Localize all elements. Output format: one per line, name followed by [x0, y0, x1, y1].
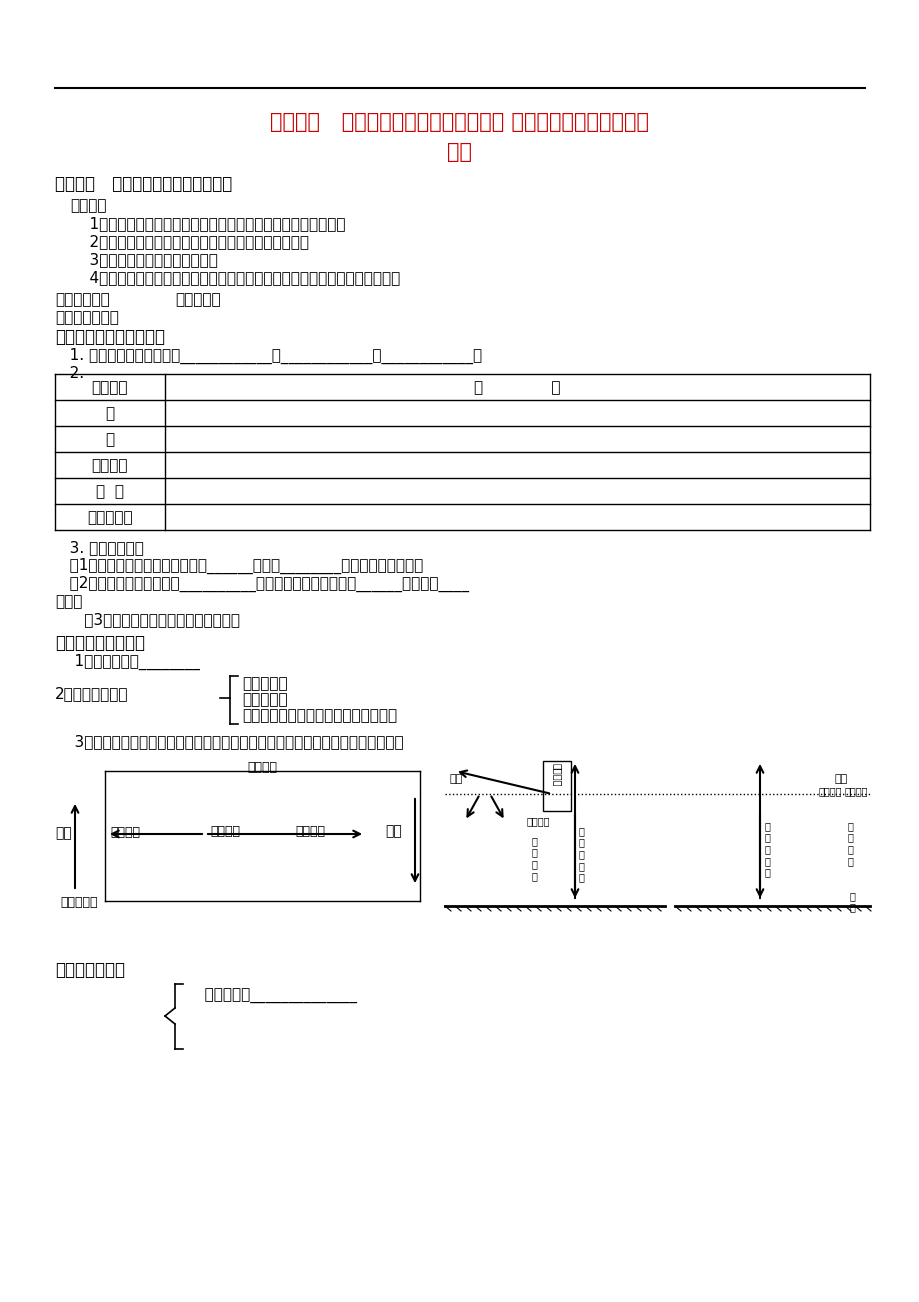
Text: 地面辐射: 地面辐射 [246, 760, 277, 773]
Text: 水汽和杂质: 水汽和杂质 [87, 510, 132, 525]
Text: 大气削弱: 大气削弱 [295, 825, 324, 838]
Text: 4、通过大气热力环流的基本原理解释城市热岛效应、海陆热力环流等现象。: 4、通过大气热力环流的基本原理解释城市热岛效应、海陆热力环流等现象。 [70, 270, 400, 285]
Text: 大气逆辐射：补偿地面辐射损失的热量: 大气逆辐射：补偿地面辐射损失的热量 [242, 708, 397, 723]
Text: 3、理解大气水平运动的成因。: 3、理解大气水平运动的成因。 [70, 253, 218, 267]
Text: 2、绘制简单示意图，理解大气热力环流的形成过程。: 2、绘制简单示意图，理解大气热力环流的形成过程。 [70, 234, 309, 249]
Text: 太阳辐射：: 太阳辐射： [242, 676, 288, 691]
Bar [542, 760, 571, 811]
Text: 地面吸收: 地面吸收 [527, 816, 550, 825]
Text: 反射: 反射 [449, 773, 463, 784]
Text: 大气的运动: 大气的运动 [175, 292, 221, 307]
Text: 地
面: 地 面 [848, 891, 854, 913]
Text: 大气成分: 大气成分 [92, 380, 128, 395]
Text: 大气上界: 大气上界 [818, 786, 841, 796]
Text: 作              用: 作 用 [473, 380, 561, 395]
Text: 学习目标: 学习目标 [70, 198, 107, 214]
Text: 大气逆辐射: 大气逆辐射 [60, 896, 97, 909]
Text: 第一课时   大气的受热过程及水平运动: 第一课时 大气的受热过程及水平运动 [55, 174, 232, 193]
Text: 为主。: 为主。 [55, 594, 83, 609]
Text: （1）对流层：气温随高度增加而______，空气________显著，天气现象复杂: （1）对流层：气温随高度增加而______，空气________显著，天气现象复… [55, 559, 423, 574]
Text: （2）平流层：大气主要靠__________增温，气温随高度增加而______，大气以____: （2）平流层：大气主要靠__________增温，气温随高度增加而______，… [55, 575, 469, 592]
Text: 原因：地面______________: 原因：地面______________ [190, 990, 357, 1004]
Text: 大气上界: 大气上界 [844, 786, 867, 796]
Text: 学习重难点：: 学习重难点： [55, 292, 109, 307]
Text: 反射: 反射 [834, 773, 847, 784]
Text: 3、意义：降低了白天的最高气温，升高了晚上的最低气温；降低了气温的日较差: 3、意义：降低了白天的最高气温，升高了晚上的最低气温；降低了气温的日较差 [55, 734, 403, 749]
Text: 地面: 地面 [384, 824, 402, 838]
Text: 一、大气圈的组成与结构: 一、大气圈的组成与结构 [55, 328, 165, 346]
Text: 大
气
逆
辐
射: 大 气 逆 辐 射 [578, 825, 584, 883]
Text: 大
气
吸
收: 大 气 吸 收 [531, 836, 538, 880]
Text: （3）高层大气：电离层反射无线电波: （3）高层大气：电离层反射无线电波 [55, 612, 240, 628]
Text: 2.: 2. [55, 366, 84, 381]
Text: 大气吸收: 大气吸收 [110, 825, 140, 838]
Text: 二氧化碳: 二氧化碳 [92, 458, 128, 473]
Text: 太阳辐射: 太阳辐射 [210, 825, 240, 838]
Text: 地面辐射：: 地面辐射： [242, 691, 288, 707]
Text: 地
面
辐
射: 地 面 辐 射 [847, 822, 853, 866]
Text: 二、大气的受热过程: 二、大气的受热过程 [55, 634, 145, 652]
Text: 氧: 氧 [106, 406, 115, 421]
Text: 2、大气保温作用: 2、大气保温作用 [55, 686, 129, 700]
Text: 导学: 导学 [447, 142, 472, 161]
Text: 大
气
逆
辐
射: 大 气 逆 辐 射 [765, 822, 770, 878]
Text: 大气: 大气 [55, 825, 72, 840]
Text: 第二单元   从地球圈层看地理环境第二节 大气圈与天气、气候学案: 第二单元 从地球圈层看地理环境第二节 大气圈与天气、气候学案 [270, 112, 649, 132]
Text: 1、阅读示意图说明大气受热过程、大气保温作用的基本原理。: 1、阅读示意图说明大气受热过程、大气保温作用的基本原理。 [70, 216, 346, 230]
Text: 太阳辐射: 太阳辐射 [551, 763, 562, 786]
Text: 三、大气的运动: 三、大气的运动 [55, 961, 125, 979]
Text: 基础知识梳理：: 基础知识梳理： [55, 310, 119, 326]
Text: 臭  氧: 臭 氧 [96, 484, 124, 499]
Text: 氮: 氮 [106, 432, 115, 447]
Text: 1. 低层大气的组成包括：____________、____________、____________。: 1. 低层大气的组成包括：____________、____________、_… [55, 348, 482, 365]
Text: 1、吸收：具有________: 1、吸收：具有________ [55, 654, 199, 671]
Text: 3. 大气垂直分布: 3. 大气垂直分布 [55, 540, 143, 555]
